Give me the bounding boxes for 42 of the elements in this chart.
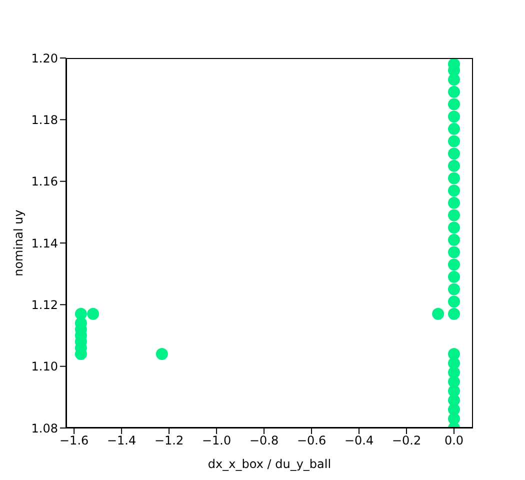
point [448,270,460,283]
point [87,308,100,320]
point [432,308,444,320]
y-tick-label: 1.18 [31,112,58,127]
point [448,86,460,98]
point [448,234,460,246]
x-tick-label: −0.4 [344,434,374,448]
x-tick-label: −1.0 [202,434,232,448]
point [448,222,460,234]
point [448,308,460,320]
y-tick-label: 1.10 [31,360,58,374]
point [448,283,460,296]
x-tick-label: −1.2 [154,434,184,448]
point [448,296,460,308]
point [448,348,460,360]
x-tick-label: −0.8 [249,434,279,448]
y-tick-label: 1.08 [31,421,58,436]
x-tick-label: −0.6 [296,434,326,448]
point [448,184,460,197]
x-tick-label: −0.2 [392,434,422,448]
y-tick-label: 1.12 [31,298,58,312]
point [448,160,460,172]
x-tick-label: −1.4 [106,434,136,448]
point [448,122,460,135]
y-tick-label: 1.20 [31,51,58,66]
y-tick-label: 1.16 [31,174,58,189]
x-axis-title: dx_x_box / du_y_ball [208,457,332,471]
point [74,308,87,320]
point [448,110,460,123]
point [448,98,460,110]
point [448,258,460,271]
point [448,196,460,209]
point [448,246,460,258]
point [448,209,460,222]
y-tick-label: 1.14 [31,236,58,250]
x-tick-label: 0.0 [444,434,464,448]
point [448,148,460,160]
point [448,172,460,184]
y-axis-title: nominal uy [11,210,26,276]
point [448,135,460,148]
x-tick-label: −1.6 [60,434,89,448]
point [156,348,168,360]
